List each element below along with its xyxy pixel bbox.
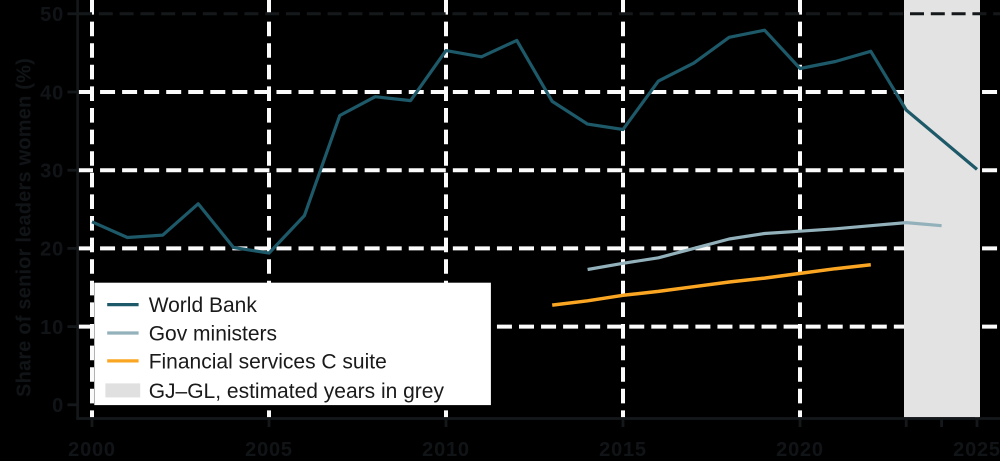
svg-text:2010: 2010 [422, 439, 470, 461]
svg-text:30: 30 [40, 161, 64, 183]
svg-text:Gov ministers: Gov ministers [149, 322, 277, 345]
svg-text:50: 50 [40, 4, 64, 26]
svg-text:2000: 2000 [68, 439, 116, 461]
svg-text:20: 20 [40, 239, 64, 261]
svg-text:2020: 2020 [776, 439, 824, 461]
svg-text:Financial services C suite: Financial services C suite [149, 350, 387, 373]
svg-text:Share of senior leaders women: Share of senior leaders women (%) [14, 58, 36, 397]
svg-text:2025: 2025 [953, 439, 1000, 461]
svg-text:2015: 2015 [599, 439, 647, 461]
svg-text:2005: 2005 [245, 439, 293, 461]
svg-text:World Bank: World Bank [149, 294, 258, 317]
svg-text:10: 10 [40, 317, 64, 339]
svg-text:40: 40 [40, 82, 64, 104]
svg-text:0: 0 [52, 395, 64, 417]
svg-text:GJ–GL, estimated years in grey: GJ–GL, estimated years in grey [149, 380, 445, 403]
